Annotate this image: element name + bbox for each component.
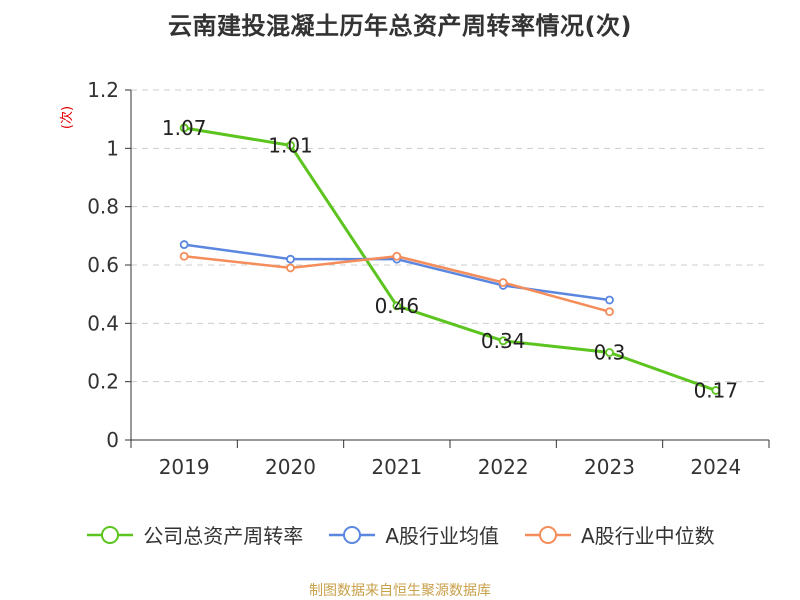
x-tick-label: 2019 [159, 455, 210, 479]
legend-item-2: A股行业中位数 [523, 520, 715, 549]
x-tick-label: 2021 [371, 455, 422, 479]
x-tick-label: 2020 [265, 455, 316, 479]
data-point-2 [498, 278, 508, 287]
series-group [179, 123, 721, 395]
legend-marker-2 [525, 525, 571, 544]
chart-title: 云南建投混凝土历年总资产周转率情况(次) [168, 12, 632, 40]
data-label: 0.3 [594, 341, 626, 365]
data-point-1 [179, 240, 189, 249]
y-tick-label: 0.4 [87, 311, 119, 335]
y-tick-label: 1 [106, 136, 119, 160]
data-label: 0.34 [481, 329, 526, 353]
data-point-1 [605, 295, 614, 305]
y-tick-label: 0 [106, 428, 119, 452]
data-point-0 [179, 123, 189, 133]
data-point-0 [286, 141, 295, 150]
x-tick-label: 2024 [690, 455, 741, 479]
y-tick-label: 1.2 [87, 78, 119, 102]
y-tick-label: 0.6 [87, 253, 119, 277]
legend-item-1: A股行业均值 [327, 520, 499, 549]
data-point-0 [605, 348, 614, 357]
data-label: 1.01 [268, 133, 313, 157]
y-tick-label: 0.8 [87, 195, 119, 219]
legend-item-0: 公司总资产周转率 [85, 520, 303, 549]
axes: 0 0.2 0.4 0.6 0.8 1 1.2 2019 2020 2021 2022 2023 202… [87, 78, 770, 479]
data-point-0 [498, 336, 508, 346]
data-label: 0.17 [694, 378, 739, 402]
source-note: 制图数据来自恒生聚源数据库 [309, 583, 491, 599]
legend-marker-1 [329, 525, 376, 544]
legend-label-0: 公司总资产周转率 [143, 524, 304, 548]
data-labels: 1.07 1.01 0.46 0.34 0.3 0.17 [162, 116, 739, 402]
legend: 公司总资产周转率 A股行业均值 A股行业中位数 [0, 520, 800, 549]
data-point-2 [286, 263, 295, 273]
legend-marker-0 [87, 525, 134, 544]
series-line-0 [183, 126, 717, 392]
data-point-0 [392, 301, 402, 311]
data-label: 1.07 [162, 116, 207, 140]
data-point-1 [286, 254, 295, 264]
legend-label-2: A股行业中位数 [581, 524, 715, 548]
legend-label-1: A股行业均值 [385, 524, 499, 548]
y-tick-label: 0.2 [87, 370, 119, 394]
x-tick-label: 2022 [478, 455, 529, 479]
data-point-0 [711, 386, 721, 395]
data-label: 0.46 [375, 294, 420, 318]
data-point-2 [179, 251, 189, 261]
x-tick-label: 2023 [584, 455, 635, 479]
line-chart: 0 0.2 0.4 0.6 0.8 1 1.2 2019 2020 2021 2022 2023 202… [87, 78, 770, 479]
data-point-2 [392, 251, 402, 261]
data-point-2 [605, 307, 614, 317]
